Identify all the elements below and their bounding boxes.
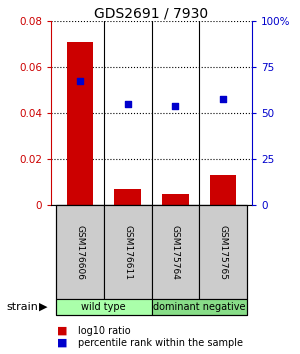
Text: log10 ratio: log10 ratio: [78, 326, 130, 336]
Text: ▶: ▶: [39, 302, 47, 312]
Text: GSM176611: GSM176611: [123, 225, 132, 280]
Bar: [162, 194, 189, 205]
Text: percentile rank within the sample: percentile rank within the sample: [78, 338, 243, 348]
Bar: [67, 42, 93, 205]
Text: ■: ■: [57, 326, 68, 336]
Point: [77, 78, 82, 84]
Text: GSM176606: GSM176606: [75, 225, 84, 280]
Text: ■: ■: [57, 338, 68, 348]
Point: [125, 101, 130, 107]
Text: dominant negative: dominant negative: [153, 302, 246, 312]
Text: strain: strain: [6, 302, 38, 312]
Title: GDS2691 / 7930: GDS2691 / 7930: [94, 6, 208, 20]
Text: GSM175765: GSM175765: [219, 225, 228, 280]
Text: wild type: wild type: [81, 302, 126, 312]
Point: [221, 97, 226, 102]
Text: GSM175764: GSM175764: [171, 225, 180, 280]
Point: [173, 103, 178, 109]
Bar: [114, 189, 141, 205]
Bar: [210, 175, 236, 205]
